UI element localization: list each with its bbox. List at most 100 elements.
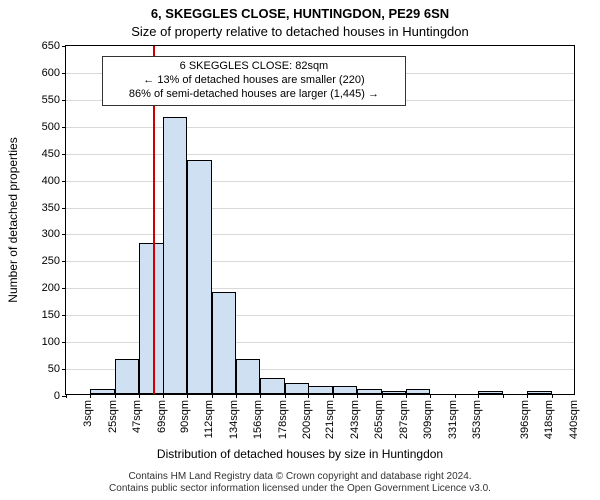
ytick-mark [62,234,66,235]
footer-line-2: Contains public sector information licen… [0,483,600,495]
xtick-label: 134sqm [228,400,240,439]
xtick-label: 69sqm [156,400,168,433]
ytick-mark [62,127,66,128]
annotation-box: 6 SKEGGLES CLOSE: 82sqm← 13% of detached… [102,56,407,105]
xtick-mark [527,394,528,398]
xtick-mark [503,394,504,398]
xtick-label: 47sqm [131,400,143,433]
xtick-label: 331sqm [447,400,459,439]
annotation-line: ← 13% of detached houses are smaller (22… [109,74,400,88]
page-subtitle: Size of property relative to detached ho… [0,24,600,39]
xtick-label: 418sqm [543,400,555,439]
histogram-bar [90,389,114,394]
histogram-plot-area: 0501001502002503003504004505005506006503… [65,45,575,395]
histogram-bar [406,389,430,394]
histogram-bar [357,389,381,394]
histogram-bar [285,383,309,394]
xtick-label: 3sqm [82,400,94,427]
xtick-mark [552,394,553,398]
histogram-bar [527,391,551,394]
xtick-label: 200sqm [301,400,313,439]
ytick-label: 400 [42,175,60,187]
histogram-bar [187,160,211,394]
histogram-bar [260,378,284,394]
xtick-mark [115,394,116,398]
xtick-label: 287sqm [398,400,410,439]
ytick-label: 550 [42,94,60,106]
ytick-mark [62,46,66,47]
grid-line [66,127,574,128]
xtick-label: 90sqm [179,400,191,433]
ytick-label: 600 [42,67,60,79]
grid-line [66,234,574,235]
xtick-mark [357,394,358,398]
histogram-bar [478,391,502,394]
ytick-mark [62,208,66,209]
ytick-mark [62,288,66,289]
grid-line [66,154,574,155]
y-axis-label: Number of detached properties [6,137,20,302]
ytick-mark [62,154,66,155]
xtick-label: 178sqm [277,400,289,439]
xtick-mark [308,394,309,398]
ytick-label: 500 [42,121,60,133]
histogram-bar [308,386,332,394]
xtick-mark [90,394,91,398]
x-axis-label: Distribution of detached houses by size … [0,447,600,461]
annotation-line: 86% of semi-detached houses are larger (… [109,88,400,102]
grid-line [66,208,574,209]
ytick-label: 250 [42,255,60,267]
ytick-mark [62,100,66,101]
histogram-bar [115,359,139,394]
xtick-mark [139,394,140,398]
ytick-mark [62,261,66,262]
xtick-mark [406,394,407,398]
histogram-bar [333,386,357,394]
xtick-mark [430,394,431,398]
histogram-bar [382,391,406,394]
histogram-bar [212,292,236,394]
histogram-bar [236,359,260,394]
footer-line-1: Contains HM Land Registry data © Crown c… [0,471,600,483]
page-title-address: 6, SKEGGLES CLOSE, HUNTINGDON, PE29 6SN [0,6,600,21]
ytick-mark [62,73,66,74]
xtick-mark [212,394,213,398]
xtick-label: 112sqm [203,400,215,438]
grid-line [66,181,574,182]
xtick-label: 396sqm [519,400,531,439]
xtick-label: 309sqm [422,400,434,439]
ytick-label: 200 [42,282,60,294]
xtick-label: 265sqm [373,400,385,439]
xtick-mark [285,394,286,398]
ytick-label: 350 [42,202,60,214]
ytick-label: 300 [42,228,60,240]
ytick-mark [62,315,66,316]
ytick-mark [62,369,66,370]
xtick-mark [236,394,237,398]
xtick-mark [163,394,164,398]
xtick-mark [66,394,67,398]
ytick-label: 650 [42,40,60,52]
ytick-label: 150 [42,309,60,321]
xtick-label: 243sqm [349,400,361,439]
ytick-label: 0 [54,390,60,402]
ytick-label: 100 [42,336,60,348]
xtick-mark [455,394,456,398]
xtick-mark [333,394,334,398]
ytick-label: 450 [42,148,60,160]
ytick-mark [62,342,66,343]
xtick-label: 25sqm [107,400,119,433]
xtick-label: 156sqm [252,400,264,439]
footer-attribution: Contains HM Land Registry data © Crown c… [0,471,600,495]
xtick-mark [478,394,479,398]
histogram-bar [163,117,187,394]
histogram-bar [139,243,163,394]
xtick-mark [382,394,383,398]
ytick-mark [62,181,66,182]
xtick-label: 353sqm [471,400,483,439]
ytick-label: 50 [48,363,60,375]
xtick-label: 440sqm [568,400,580,439]
annotation-line: 6 SKEGGLES CLOSE: 82sqm [109,60,400,74]
xtick-mark [187,394,188,398]
xtick-label: 221sqm [324,400,336,439]
